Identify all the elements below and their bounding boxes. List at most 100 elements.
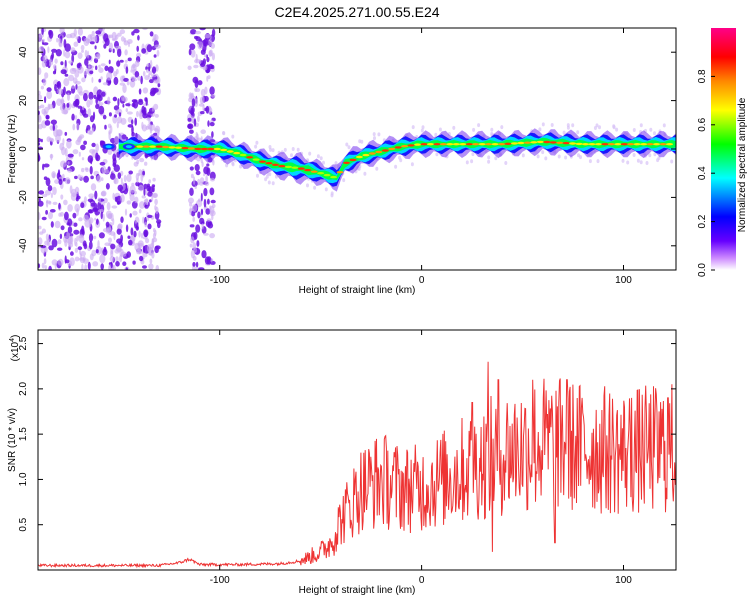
noise-point — [100, 263, 104, 270]
noise-point — [632, 153, 636, 157]
noise-point — [149, 258, 153, 264]
noise-point — [264, 177, 268, 182]
noise-point — [410, 162, 414, 167]
noise-point — [107, 96, 111, 106]
noise-point — [115, 261, 120, 267]
noise-point — [63, 78, 70, 87]
noise-point — [316, 154, 320, 159]
noise-point — [112, 48, 115, 54]
noise-point — [47, 46, 50, 54]
spectrogram-y-label: Frequency (Hz) — [7, 115, 18, 184]
noise-point — [81, 77, 86, 83]
noise-point — [51, 48, 58, 53]
noise-point — [38, 94, 43, 101]
noise-point — [97, 197, 102, 203]
noise-point — [42, 77, 47, 87]
noise-point — [77, 246, 83, 251]
noise-point — [199, 28, 206, 31]
noise-point — [148, 117, 151, 124]
noise-point — [52, 186, 57, 196]
ridge-hotspot — [465, 143, 473, 146]
noise-point — [208, 108, 211, 113]
noise-point — [116, 60, 121, 67]
ridge-hotspot — [588, 143, 596, 146]
ridge-hotspot — [523, 141, 531, 144]
noise-point — [110, 267, 114, 270]
noise-point — [209, 49, 214, 57]
noise-point — [195, 36, 201, 42]
ridge-hotspot — [452, 143, 460, 146]
noise-point — [557, 154, 561, 159]
colorbar-tick-label: 0.4 — [697, 166, 708, 180]
noise-point — [115, 45, 121, 50]
colorbar-label: Normalized spectral amplitude — [737, 97, 748, 232]
noise-point — [83, 70, 88, 76]
noise-point — [52, 64, 57, 70]
colorbar-tick-label: 0.2 — [697, 214, 708, 228]
spectrogram-noise — [38, 28, 674, 270]
noise-point — [271, 148, 275, 153]
noise-point — [101, 177, 104, 182]
noise-point — [84, 49, 88, 58]
x-tick-label: 0 — [419, 275, 425, 286]
noise-point — [137, 75, 142, 81]
noise-point — [131, 31, 135, 36]
noise-point — [92, 261, 99, 267]
noise-point — [152, 177, 156, 182]
x-tick-label: 0 — [419, 575, 425, 586]
noise-point — [50, 192, 54, 199]
noise-point — [50, 153, 53, 161]
noise-point — [51, 259, 58, 266]
noise-point — [127, 235, 131, 239]
noise-point — [197, 115, 200, 123]
noise-point — [136, 248, 140, 253]
ridge-hotspot — [504, 142, 512, 145]
ridge-hotspot — [181, 146, 189, 150]
noise-point — [487, 155, 491, 160]
noise-point — [211, 131, 214, 138]
noise-point — [58, 212, 62, 217]
noise-point — [550, 123, 554, 127]
ridge-hotspot — [149, 145, 157, 148]
noise-point — [77, 105, 83, 109]
noise-point — [566, 125, 570, 130]
noise-point — [146, 44, 153, 53]
noise-point — [60, 160, 67, 168]
ridge-hotspot — [575, 142, 583, 146]
noise-point — [67, 204, 73, 212]
noise-point — [126, 80, 130, 86]
noise-point — [125, 108, 128, 113]
noise-point — [192, 262, 196, 267]
noise-point — [111, 38, 118, 42]
noise-point — [265, 174, 269, 179]
noise-point — [95, 249, 99, 254]
ridge-hotspot — [323, 173, 331, 177]
noise-point — [204, 33, 211, 39]
noise-point — [87, 155, 94, 163]
noise-point — [135, 172, 140, 181]
noise-point — [134, 216, 140, 225]
noise-point — [38, 211, 41, 221]
noise-point — [108, 112, 112, 117]
noise-point — [83, 93, 88, 102]
noise-point — [48, 245, 54, 251]
ridge-hotspot — [142, 145, 150, 148]
noise-point — [45, 177, 51, 187]
noise-point — [190, 107, 194, 116]
noise-point — [131, 119, 134, 125]
noise-point — [209, 187, 215, 196]
noise-point — [205, 175, 208, 183]
noise-point — [536, 154, 540, 159]
noise-point — [64, 177, 71, 185]
ridge-hotspot — [536, 140, 544, 144]
noise-point — [46, 90, 53, 100]
noise-point — [670, 159, 674, 164]
noise-point — [38, 190, 45, 195]
noise-point — [296, 147, 300, 152]
ridge-hotspot — [478, 143, 486, 146]
noise-point — [562, 130, 566, 135]
noise-point — [342, 178, 346, 183]
noise-point — [38, 225, 42, 230]
noise-point — [44, 96, 47, 104]
noise-point — [291, 147, 295, 151]
